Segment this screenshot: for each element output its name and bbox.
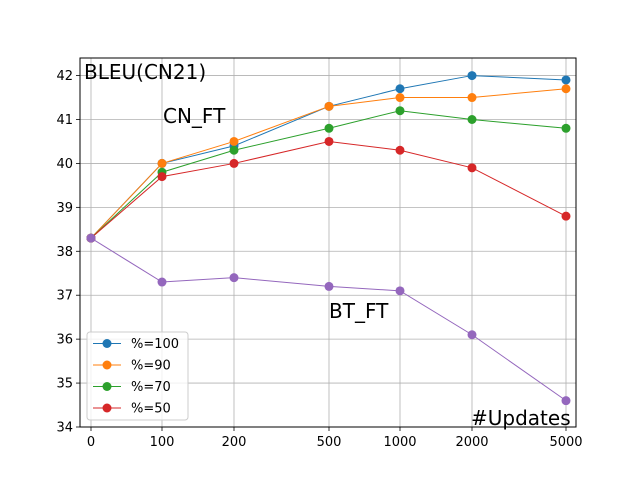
data-point: [561, 84, 571, 94]
data-point: [229, 158, 239, 168]
legend: %=100 %=90 %=70 %=50: [86, 331, 189, 421]
plot-frame: [79, 57, 577, 428]
x-tick-label: 0: [87, 435, 95, 450]
data-point: [229, 145, 239, 155]
legend-box: [86, 331, 189, 421]
data-point: [324, 281, 334, 291]
data-point: [395, 145, 405, 155]
data-point: [324, 136, 334, 146]
y-tick-label: 36: [56, 333, 73, 348]
legend-marker: [102, 403, 112, 413]
data-point: [395, 286, 405, 296]
x-axis-annotation: #Updates: [471, 406, 571, 430]
data-point: [467, 330, 477, 340]
data-point: [467, 71, 477, 81]
series-3: [86, 136, 571, 243]
series-2: [86, 106, 571, 243]
x-tick-label: 200: [222, 435, 247, 450]
data-point: [86, 233, 96, 243]
data-point: [561, 75, 571, 85]
y-axis: 34 35 36 37 38 39 40 41 42: [56, 69, 80, 436]
x-axis: 0 100 200 500 1000 2000 5000: [87, 427, 583, 450]
series-0: [86, 71, 571, 243]
series-group: [86, 71, 571, 406]
legend-label: %=90: [131, 359, 171, 374]
y-tick-label: 34: [56, 421, 73, 436]
cn-ft-annotation: CN_FT: [163, 104, 226, 128]
data-point: [467, 115, 477, 124]
legend-label: %=50: [131, 402, 171, 417]
data-point: [395, 84, 405, 94]
legend-marker: [102, 360, 112, 370]
x-tick-label: 1000: [383, 435, 416, 450]
data-point: [157, 172, 167, 182]
data-point: [561, 396, 571, 406]
legend-label: %=70: [131, 380, 171, 395]
bt-ft-annotation: BT_FT: [329, 299, 389, 323]
x-tick-label: 500: [317, 435, 342, 450]
y-tick-label: 35: [56, 377, 73, 392]
data-point: [561, 123, 571, 133]
data-point: [467, 93, 477, 103]
data-point: [467, 163, 477, 173]
legend-label: %=100: [131, 337, 179, 352]
y-tick-label: 40: [56, 157, 73, 172]
data-point: [395, 93, 405, 103]
data-point: [324, 101, 334, 111]
x-tick-label: 100: [150, 435, 175, 450]
legend-marker: [102, 382, 112, 391]
y-tick-label: 38: [56, 245, 73, 260]
data-point: [561, 211, 571, 221]
x-tick-label: 2000: [455, 435, 488, 450]
series-4: [86, 233, 571, 406]
data-point: [157, 277, 167, 287]
data-point: [157, 158, 167, 168]
x-tick-label: 5000: [549, 435, 582, 450]
y-axis-annotation: BLEU(CN21): [84, 60, 206, 84]
y-tick-label: 39: [56, 201, 73, 216]
y-tick-label: 42: [56, 69, 73, 84]
data-point: [395, 106, 405, 116]
legend-marker: [102, 339, 112, 348]
y-tick-label: 41: [56, 113, 73, 128]
data-point: [229, 136, 239, 146]
y-tick-label: 37: [56, 289, 73, 304]
data-point: [324, 123, 334, 133]
data-point: [229, 273, 239, 283]
